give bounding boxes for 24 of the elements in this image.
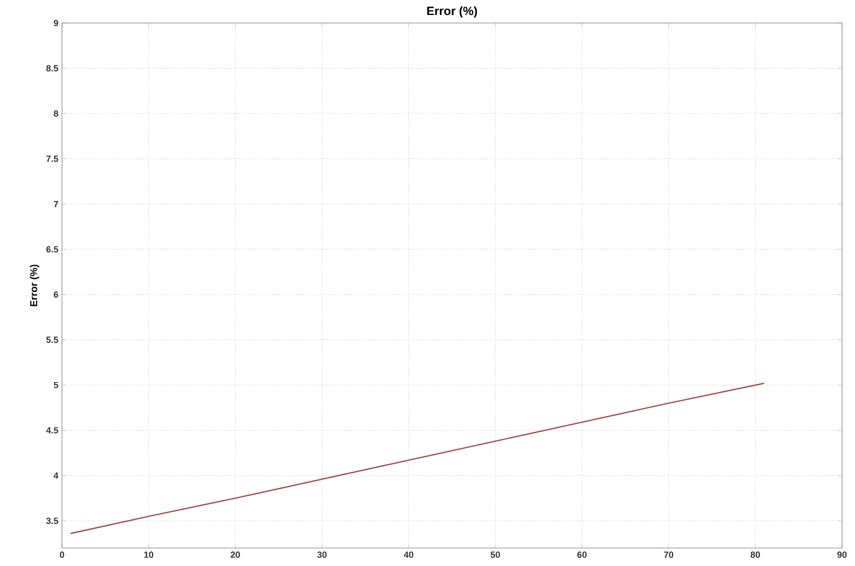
y-tick-label: 7.5	[46, 156, 58, 162]
x-tick-label: 80	[750, 552, 760, 558]
y-tick-label: 6.5	[46, 246, 58, 252]
y-axis-title: Error (%)	[30, 264, 40, 306]
x-tick-label: 40	[404, 552, 414, 558]
x-tick-label: 30	[317, 552, 327, 558]
y-tick-label: 6	[54, 291, 58, 298]
x-tick-label: 70	[664, 552, 674, 558]
y-tick-label: 4.5	[46, 427, 58, 434]
y-tick-label: 5.5	[46, 336, 58, 343]
x-tick-label: 50	[490, 552, 500, 558]
x-tick-label: 60	[577, 552, 587, 558]
y-tick-label: 3.5	[46, 518, 58, 524]
x-tick-label: 0	[60, 552, 64, 558]
x-tick-label: 20	[230, 552, 240, 558]
y-tick-label: 9	[54, 20, 58, 26]
chart-title: Error (%)	[427, 6, 477, 18]
y-tick-label: 7	[54, 200, 58, 208]
y-tick-label: 5	[54, 382, 58, 388]
y-tick-label: 8.5	[46, 65, 58, 72]
y-tick-label: 8	[54, 110, 58, 117]
y-tick-label: 4	[54, 472, 58, 479]
x-tick-label: 90	[837, 552, 847, 558]
x-tick-label: 10	[144, 552, 154, 558]
